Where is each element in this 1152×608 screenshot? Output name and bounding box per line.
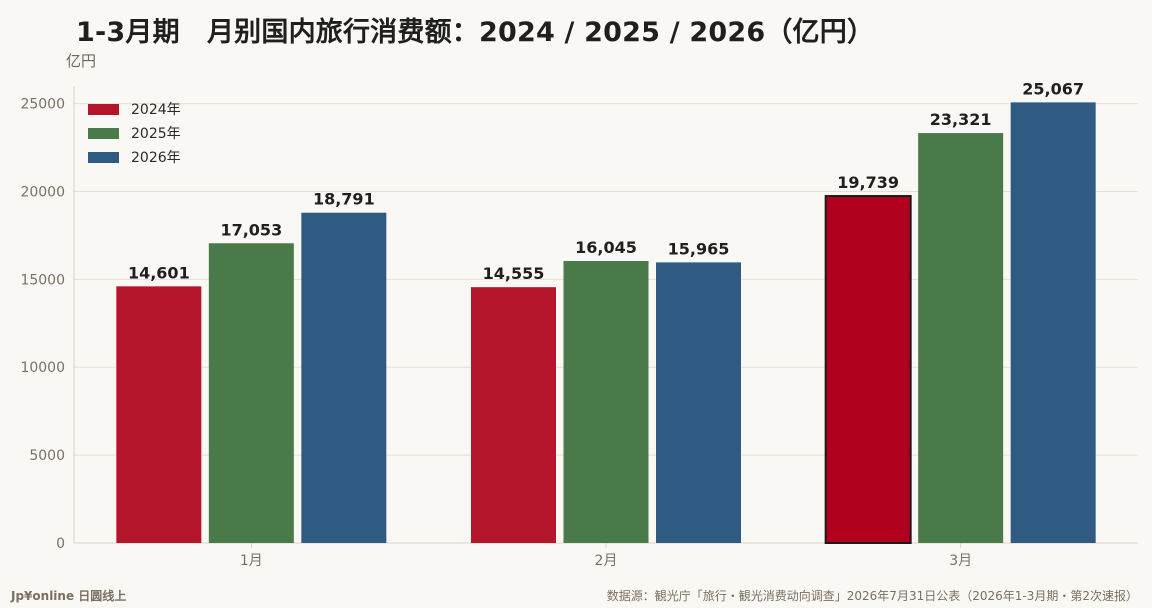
bar-2026年-1月	[301, 212, 387, 543]
x-tick-label: 2月	[595, 553, 618, 569]
bar-2025年-3月	[918, 133, 1004, 544]
data-label: 17,053	[220, 220, 282, 239]
data-label: 18,791	[313, 190, 375, 209]
legend-item: 2024年	[88, 97, 181, 121]
brand-label: Jp¥online 日圆线上	[11, 589, 127, 603]
data-label: 16,045	[575, 238, 637, 257]
legend-swatch	[88, 103, 119, 115]
y-tick-label: 20000	[20, 184, 65, 200]
bar-2024年-3月	[824, 195, 912, 545]
bar-2024年-1月	[116, 286, 202, 543]
data-label: 25,067	[1022, 79, 1084, 98]
bar-2026年-2月	[656, 262, 741, 543]
legend-swatch	[88, 151, 119, 163]
bar-2025年-2月	[563, 260, 649, 543]
legend-item: 2026年	[88, 145, 181, 169]
legend-label: 2024年	[131, 102, 181, 118]
legend-label: 2026年	[131, 150, 181, 166]
y-tick-label: 25000	[20, 97, 65, 113]
data-label: 14,601	[128, 263, 190, 282]
chart-legend: 2024年 2025年 2026年	[88, 97, 181, 169]
x-tick-label: 3月	[949, 553, 972, 569]
bar-2026年-3月	[1010, 102, 1096, 544]
x-tick-label: 1月	[240, 553, 263, 569]
y-tick-label: 10000	[20, 360, 65, 376]
legend-item: 2025年	[88, 121, 181, 145]
y-tick-label: 0	[56, 536, 65, 552]
legend-swatch	[88, 127, 119, 139]
data-label: 14,555	[483, 264, 545, 283]
y-tick-label: 15000	[20, 272, 65, 288]
y-axis-unit-label: 亿円	[66, 52, 97, 70]
source-note: 数据源：観光庁「旅行・観光消费动向调查」2026年7月31日公表（2026年1-…	[606, 589, 1138, 603]
bar-2025年-1月	[208, 243, 294, 543]
data-label: 15,965	[668, 239, 730, 258]
legend-label: 2025年	[131, 126, 181, 142]
chart-title: 1-3月期 月别国内旅行消费额：2024 / 2025 / 2026（亿円）	[76, 17, 875, 48]
y-tick-label: 5000	[29, 448, 65, 464]
bar-2024年-2月	[471, 287, 556, 543]
data-label: 19,739	[837, 173, 899, 192]
data-label: 23,321	[930, 110, 992, 129]
